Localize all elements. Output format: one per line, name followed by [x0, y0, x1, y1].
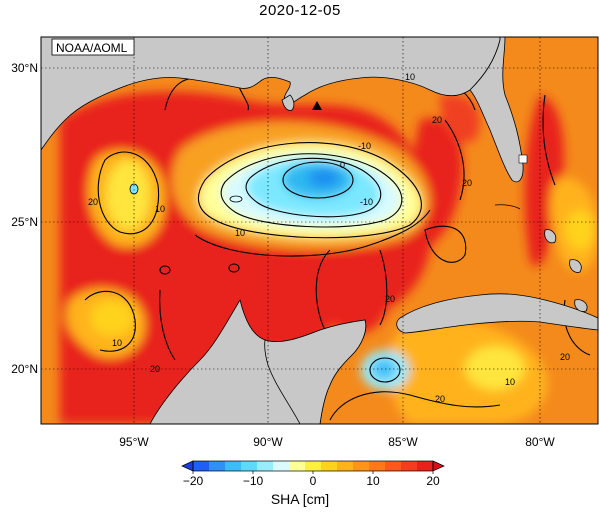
colorbar-segment — [321, 461, 338, 471]
colorbar-segment — [273, 461, 290, 471]
contour-label: -10 — [358, 141, 371, 151]
contour-label: 20 — [560, 352, 570, 362]
contour-labels: 10 20 -10 0 -10 10 20 10 20 10 20 20 20 … — [88, 72, 570, 404]
sha-field — [60, 91, 598, 424]
colorbar-title: SHA [cm] — [270, 491, 330, 507]
colorbar-segment — [305, 461, 322, 471]
graticule — [41, 37, 598, 424]
contour-southwest — [84, 290, 136, 352]
contour-label: 20 — [88, 197, 98, 207]
contour-label: 10 — [405, 72, 415, 82]
contour-lines — [84, 59, 591, 421]
land-bahamas-1 — [544, 229, 557, 244]
yellow-core-cuba-south — [465, 346, 525, 390]
contour-label: 10 — [112, 338, 122, 348]
colorbar-max-arrow — [432, 460, 445, 472]
yellow-core-west — [106, 160, 150, 230]
contour-eddy-core — [282, 161, 354, 199]
contour-label: 10 — [155, 204, 165, 214]
contour-label: 20 — [385, 294, 395, 304]
land — [41, 37, 598, 424]
contour-cuba-south-20 — [329, 391, 501, 421]
contour-east-ring — [424, 225, 467, 263]
colorbar-segment — [241, 461, 258, 471]
contour-eddy-minus10 — [245, 157, 382, 218]
lon-tick-label: 90°W — [253, 435, 283, 449]
land-keys — [494, 204, 521, 210]
credit-label: NOAA/AOML — [56, 41, 128, 55]
colorbar-tick-labels: −20 −10 0 10 20 — [183, 474, 440, 488]
page-title: 2020-12-05 — [259, 2, 341, 19]
land-bahamas-2 — [569, 259, 582, 273]
lat-tick-label: 20°N — [11, 362, 38, 376]
contour-label: 10 — [505, 377, 515, 387]
contour-label: 20 — [435, 394, 445, 404]
contour-small-loop-2 — [159, 265, 171, 275]
colorbar-tick-label: −10 — [243, 474, 264, 488]
colorbar-segment — [193, 461, 210, 471]
red-region-north-coast — [440, 94, 481, 143]
colorbar-min-arrow — [181, 460, 194, 472]
land-florida-peninsula — [469, 37, 524, 183]
colorbar-segment — [209, 461, 226, 471]
contour-sw-20 — [159, 289, 176, 361]
contour-label: 10 — [235, 228, 245, 238]
colorbar-segment — [417, 461, 434, 471]
contour-label: 20 — [150, 364, 160, 374]
colorbar-tick-label: 0 — [310, 474, 317, 488]
colorbar-tick-label: 10 — [366, 474, 380, 488]
contour-label: -10 — [360, 197, 373, 207]
lake-okeechobee — [518, 154, 528, 164]
colorbar-tick-label: 20 — [426, 474, 440, 488]
lat-tick-label: 30°N — [11, 61, 38, 75]
yellow-core-southwest — [90, 300, 134, 336]
colorbar-segment — [401, 461, 418, 471]
colorbar — [181, 460, 445, 474]
contour-small-loop — [228, 263, 240, 273]
land-bahamas-3 — [574, 299, 588, 312]
eddy-deep-core — [308, 169, 340, 187]
colorbar-segment — [353, 461, 370, 471]
yellow-core-atlantic — [565, 210, 595, 250]
land-us-gulf-coast — [41, 37, 501, 151]
contour-label: 20 — [432, 115, 442, 125]
contour-eddy-zero — [220, 153, 403, 228]
contour-east-20 — [444, 119, 465, 201]
lon-tick-labels: 95°W 90°W 85°W 80°W — [119, 435, 555, 449]
land-mississippi-delta — [281, 94, 295, 111]
map-area: 10 20 -10 0 -10 10 20 10 20 10 20 20 20 … — [41, 37, 598, 424]
lon-tick-label: 85°W — [388, 435, 418, 449]
contour-eddy-outer — [197, 142, 422, 239]
credit-box: NOAA/AOML — [51, 38, 135, 56]
lat-tick-label: 25°N — [11, 215, 38, 229]
colorbar-segment — [385, 461, 402, 471]
contour-label: 20 — [462, 178, 472, 188]
land-yucatan — [264, 319, 367, 424]
lon-tick-label: 80°W — [525, 435, 555, 449]
contour-loop-20 — [194, 209, 431, 257]
map-frame — [40, 36, 599, 425]
station-marker-icon — [312, 101, 322, 110]
colorbar-segment — [289, 461, 306, 471]
lon-tick-label: 95°W — [119, 435, 149, 449]
colorbar-segment — [369, 461, 386, 471]
credit-box-border — [51, 38, 135, 56]
colorbar-segment — [225, 461, 242, 471]
contour-yucatan-eddy — [369, 357, 401, 383]
lat-tick-labels: 30°N 25°N 20°N — [11, 61, 38, 376]
cold-eddy-yucatan-inner — [372, 359, 396, 379]
colorbar-segment — [337, 461, 354, 471]
contour-central-south — [315, 249, 388, 331]
contour-label: 0 — [340, 160, 345, 170]
eddy-west-arm — [229, 195, 243, 203]
red-region-central-south — [321, 246, 391, 334]
colorbar-segment — [257, 461, 274, 471]
colorbar-tick-label: −20 — [183, 474, 204, 488]
land-cuba — [396, 293, 598, 334]
